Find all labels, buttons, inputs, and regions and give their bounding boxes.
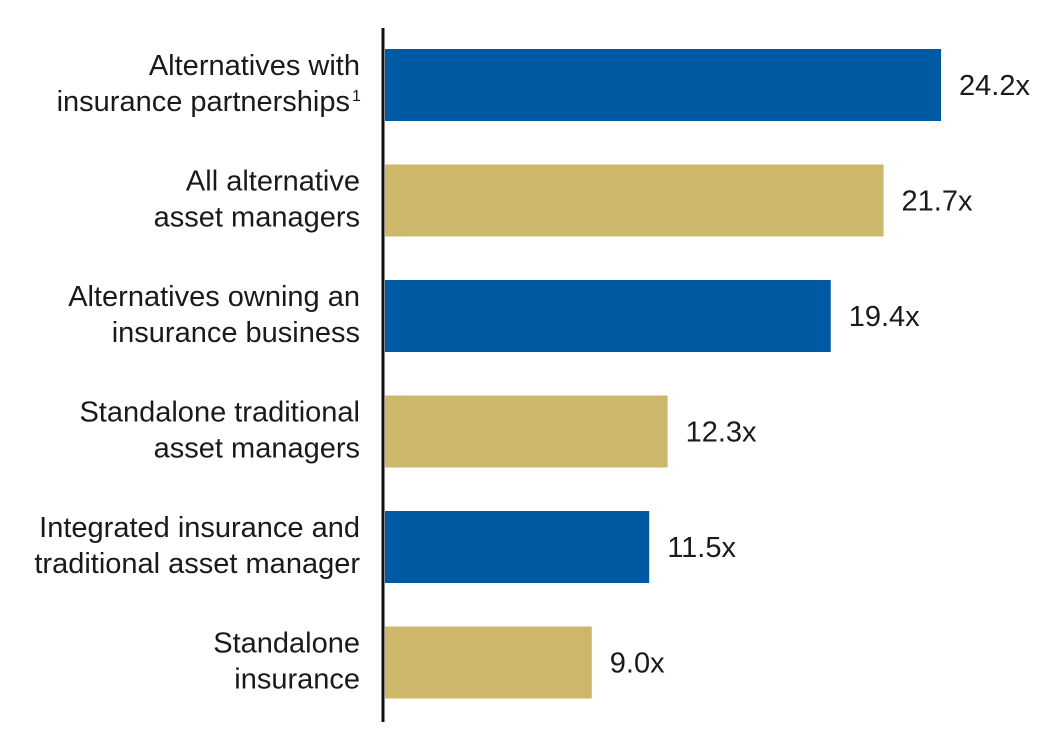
category-label-line: Standalone traditional: [79, 397, 360, 429]
bar-5: [385, 626, 592, 699]
category-labels: Alternatives with insurance partnerships 1…: [34, 50, 361, 696]
category-label-line: asset managers: [154, 433, 360, 465]
category-label-line: All alternative: [186, 166, 360, 198]
bar-2: [385, 280, 831, 352]
value-label-5: 9.0x: [610, 648, 665, 680]
value-label-2: 19.4x: [849, 301, 920, 333]
category-label-line: Integrated insurance and: [39, 512, 360, 544]
category-label-4: Integrated insurance and traditional asse…: [34, 512, 360, 580]
value-label-4: 11.5x: [667, 532, 736, 564]
category-label-line: Alternatives with: [149, 50, 360, 82]
bar-3: [385, 395, 668, 468]
bars-layer: [385, 49, 941, 699]
category-label-line: insurance partnerships: [57, 86, 350, 118]
value-labels: 24.2x 21.7x 19.4x 12.3x 11.5x 9.0x: [610, 70, 1031, 680]
category-label-5: Standalone insurance: [213, 628, 360, 696]
value-label-1: 21.7x: [902, 186, 973, 218]
category-label-line: insurance: [234, 664, 360, 696]
footnote-marker: 1: [352, 88, 361, 105]
category-label-3: Standalone traditional asset managers: [79, 397, 360, 465]
category-label-line: insurance business: [112, 317, 360, 349]
category-label-line: traditional asset manager: [34, 548, 360, 580]
category-label-line: Alternatives owning an: [68, 281, 360, 313]
category-label-1: All alternative asset managers: [154, 166, 360, 234]
category-label-line: Standalone: [213, 628, 360, 660]
bar-1: [385, 164, 884, 237]
category-label-0: Alternatives with insurance partnerships: [57, 50, 360, 118]
bar-4: [385, 511, 650, 583]
category-label-line: asset managers: [154, 202, 360, 234]
category-label-2: Alternatives owning an insurance business: [68, 281, 360, 349]
value-label-3: 12.3x: [686, 417, 757, 449]
value-label-0: 24.2x: [959, 70, 1030, 102]
bar-0: [385, 49, 941, 121]
